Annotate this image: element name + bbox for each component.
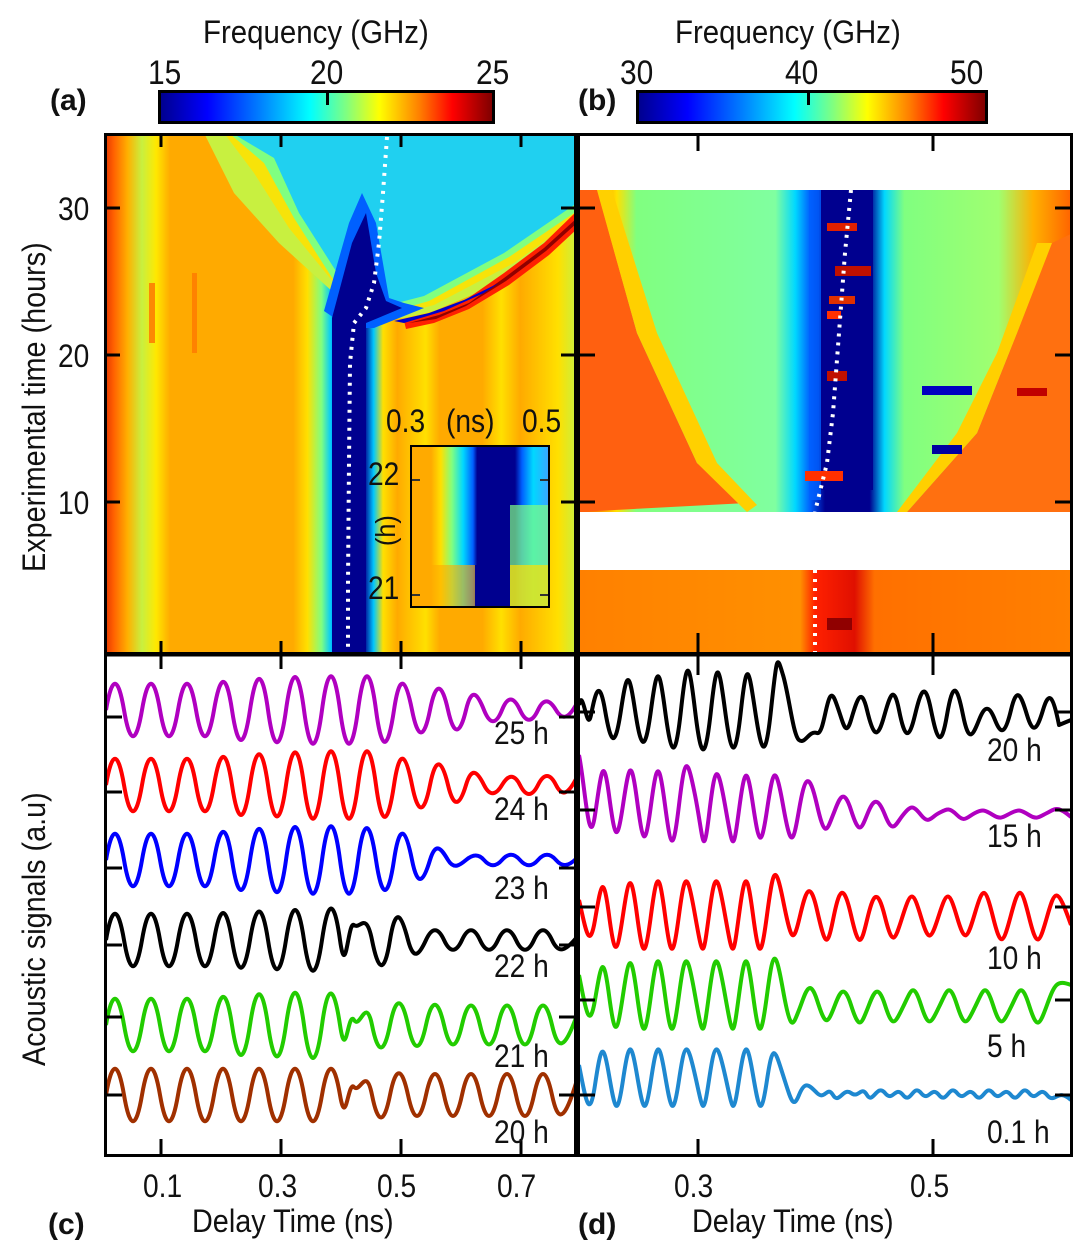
colorbar-b-tick-min: 30 (620, 54, 654, 92)
inset-x-tick-right: 0.5 (522, 403, 562, 439)
x-tick-d-0.5: 0.5 (910, 1168, 950, 1204)
inset-x-tick-left: 0.3 (386, 403, 426, 439)
colorbar-a-tick-max: 25 (476, 54, 510, 92)
trace-label-d-15h: 15 h (987, 818, 1042, 854)
y-axis-label-top: Experimental time (hours) (16, 242, 52, 572)
heatmap-a (104, 133, 577, 655)
colorbar-a-tick-min: 15 (148, 54, 182, 92)
x-axis-label-d: Delay Time (ns) (692, 1203, 894, 1239)
x-axis-label-c: Delay Time (ns) (192, 1203, 394, 1239)
trace-label-c-23h: 23 h (494, 870, 549, 906)
inset-y-tick-21: 21 (368, 570, 400, 606)
trace-d-20h (577, 660, 1072, 752)
colorbar-b-tick-max: 50 (950, 54, 984, 92)
x-tick-d-0.3: 0.3 (674, 1168, 714, 1204)
trace-label-c-21h: 21 h (494, 1038, 549, 1074)
y-tick-20: 20 (58, 338, 90, 374)
colorbar-b-tick-mid: 40 (785, 54, 819, 92)
colorbar-b-title: Frequency (GHz) (675, 14, 901, 50)
x-tick-c-0.7: 0.7 (497, 1168, 537, 1204)
trace-c-21h (104, 990, 579, 1060)
trace-label-d-10h: 10 h (987, 940, 1042, 976)
colorbar-a-title: Frequency (GHz) (203, 14, 429, 50)
colorbar-a (158, 90, 495, 124)
trace-c-23h (104, 824, 579, 896)
y-axis-label-bottom: Acoustic signals (a.u) (16, 792, 52, 1066)
colorbar-b (636, 90, 988, 124)
x-tick-c-0.1: 0.1 (143, 1168, 183, 1204)
colorbar-b-mid-tick (807, 93, 810, 105)
trace-label-c-20h: 20 h (494, 1114, 549, 1150)
x-tick-c-0.5: 0.5 (377, 1168, 417, 1204)
x-tick-c-0.3: 0.3 (258, 1168, 298, 1204)
trace-d-15h (577, 754, 1073, 844)
inset-heatmap (410, 445, 550, 608)
trace-label-c-24h: 24 h (494, 791, 549, 827)
trace-label-d-20h: 20 h (987, 732, 1042, 768)
tracking-line-a (346, 136, 389, 655)
trace-label-c-22h: 22 h (494, 948, 549, 984)
trace-label-d-5h: 5 h (987, 1028, 1027, 1064)
inset-y-tick-22: 22 (368, 456, 400, 492)
plot-d (577, 653, 1073, 1157)
trace-c-22h (104, 906, 579, 973)
colorbar-a-tick-mid: 20 (310, 54, 344, 92)
inset-y-unit: (h) (370, 515, 401, 546)
panel-label-b: (b) (578, 84, 617, 117)
trace-d-01h (577, 1047, 1073, 1108)
y-tick-10: 10 (58, 485, 90, 521)
colorbar-a-mid-tick (326, 93, 329, 105)
trace-d-5h (577, 956, 1072, 1031)
trace-c-24h (104, 749, 579, 821)
panel-label-a: (a) (50, 84, 87, 117)
panel-label-d: (d) (578, 1208, 617, 1241)
trace-label-c-25h: 25 h (494, 715, 549, 751)
inset-x-unit: (ns) (446, 403, 495, 439)
trace-c-20h (104, 1067, 579, 1123)
heatmap-b (577, 133, 1073, 655)
y-tick-30: 30 (58, 191, 90, 227)
trace-c-25h (104, 674, 579, 746)
trace-label-d-01h: 0.1 h (987, 1114, 1050, 1150)
trace-d-10h (577, 873, 1073, 951)
plot-c (104, 653, 579, 1157)
panel-label-c: (c) (48, 1208, 85, 1241)
